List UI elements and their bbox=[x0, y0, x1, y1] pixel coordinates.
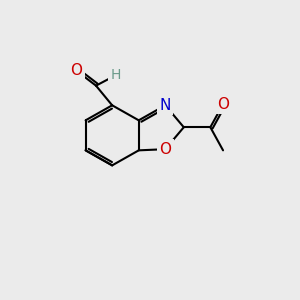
Text: O: O bbox=[70, 63, 83, 78]
Text: N: N bbox=[160, 98, 171, 113]
Text: O: O bbox=[159, 142, 171, 157]
Text: O: O bbox=[217, 97, 229, 112]
Text: H: H bbox=[110, 68, 121, 82]
